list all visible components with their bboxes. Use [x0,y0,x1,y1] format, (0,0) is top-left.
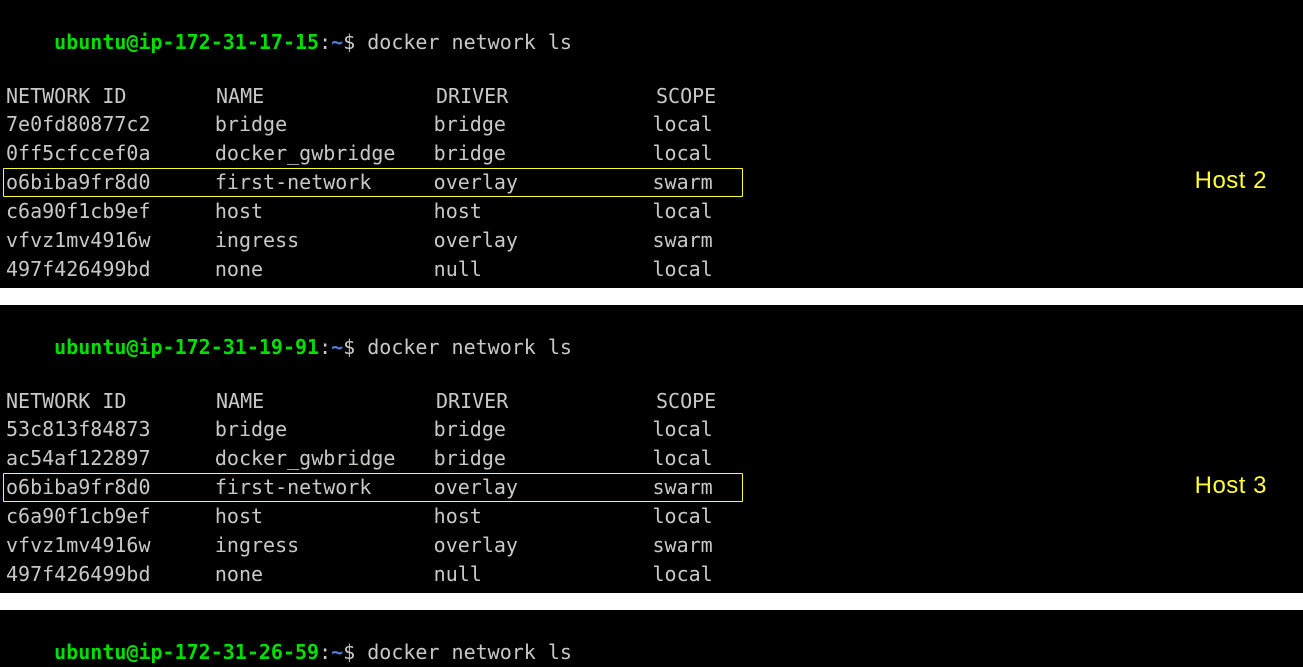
host-label: Host 3 [1195,472,1267,499]
prompt-dollar: $ [343,30,355,54]
cell-id: 7e0fd80877c2 [6,111,215,138]
cell-id: 497f426499bd [6,561,215,588]
cell-scope: local [652,445,742,472]
prompt-command: docker network ls [367,640,572,664]
table-row: 497f426499bdnonenulllocal [3,560,743,589]
table-row: vfvz1mv4916wingressoverlayswarm [3,226,743,255]
prompt-colon: : [319,640,331,664]
prompt-dollar: $ [343,640,355,664]
cell-name: host [215,198,434,225]
separator [0,593,1303,610]
cell-scope: swarm [652,532,742,559]
prompt-command: docker network ls [367,30,572,54]
table-row: 7e0fd80877c2bridgebridgelocal [3,110,743,139]
prompt-path: ~ [331,335,343,359]
cell-driver: overlay [434,532,653,559]
prompt-colon: : [319,30,331,54]
cell-driver: host [434,198,653,225]
col-header-driver: DRIVER [436,388,656,415]
table-header: NETWORK ID NAME DRIVER SCOPE [6,83,1297,110]
col-header-scope: SCOPE [656,83,746,110]
cell-driver: overlay [434,227,653,254]
cell-id: 53c813f84873 [6,416,215,443]
table-row: 497f426499bdnonenulllocal [3,255,743,284]
prompt-colon: : [319,335,331,359]
cell-name: none [215,256,434,283]
cell-name: ingress [215,227,434,254]
cell-scope: local [652,503,742,530]
cell-name: docker_gwbridge [215,140,434,167]
separator [0,288,1303,305]
cell-scope: local [652,140,742,167]
table-header: NETWORK ID NAME DRIVER SCOPE [6,388,1297,415]
col-header-name: NAME [216,83,436,110]
cell-scope: local [652,416,742,443]
cell-name: none [215,561,434,588]
cell-scope: local [652,111,742,138]
col-header-id: NETWORK ID [6,388,216,415]
table-row-highlighted: o6biba9fr8d0first-networkoverlayswarm [3,473,743,502]
cell-name: docker_gwbridge [215,445,434,472]
cell-driver: null [434,256,653,283]
terminal-host-4: ubuntu@ip-172-31-26-59:~$ docker network… [0,610,1303,667]
cell-name: bridge [215,416,434,443]
cell-driver: bridge [434,111,653,138]
cell-name: bridge [215,111,434,138]
table-row-highlighted: o6biba9fr8d0first-networkoverlayswarm [3,168,743,197]
cell-driver: bridge [434,416,653,443]
cell-id: 0ff5cfccef0a [6,140,215,167]
table-row: ac54af122897docker_gwbridgebridgelocal [3,444,743,473]
cell-id: vfvz1mv4916w [6,532,215,559]
cell-scope: swarm [652,169,742,196]
cell-driver: overlay [434,474,653,501]
cell-id: c6a90f1cb9ef [6,503,215,530]
prompt-dollar: $ [343,335,355,359]
col-header-id: NETWORK ID [6,83,216,110]
cell-id: o6biba9fr8d0 [6,169,215,196]
cell-scope: local [652,256,742,283]
cell-driver: bridge [434,445,653,472]
prompt-line: ubuntu@ip-172-31-17-15:~$ docker network… [6,2,1297,83]
cell-scope: local [652,561,742,588]
cell-id: vfvz1mv4916w [6,227,215,254]
cell-id: c6a90f1cb9ef [6,198,215,225]
table-row: 53c813f84873bridgebridgelocal [3,415,743,444]
cell-id: ac54af122897 [6,445,215,472]
prompt-line: ubuntu@ip-172-31-19-91:~$ docker network… [6,307,1297,388]
col-header-scope: SCOPE [656,388,746,415]
cell-scope: swarm [652,227,742,254]
cell-name: first-network [215,474,434,501]
prompt-user: ubuntu@ip-172-31-26-59 [54,640,319,664]
cell-name: ingress [215,532,434,559]
table-row: vfvz1mv4916wingressoverlayswarm [3,531,743,560]
prompt-path: ~ [331,640,343,664]
cell-id: o6biba9fr8d0 [6,474,215,501]
cell-id: 497f426499bd [6,256,215,283]
table-row: c6a90f1cb9efhosthostlocal [3,197,743,226]
terminal-host-3: ubuntu@ip-172-31-19-91:~$ docker network… [0,305,1303,593]
host-label: Host 2 [1195,167,1267,194]
table-row: 0ff5cfccef0adocker_gwbridgebridgelocal [3,139,743,168]
cell-driver: host [434,503,653,530]
cell-scope: swarm [652,474,742,501]
cell-driver: null [434,561,653,588]
terminal-host-2: ubuntu@ip-172-31-17-15:~$ docker network… [0,0,1303,288]
prompt-user: ubuntu@ip-172-31-17-15 [54,30,319,54]
prompt-line: ubuntu@ip-172-31-26-59:~$ docker network… [6,612,1297,667]
cell-name: host [215,503,434,530]
cell-driver: bridge [434,140,653,167]
col-header-driver: DRIVER [436,83,656,110]
prompt-path: ~ [331,30,343,54]
col-header-name: NAME [216,388,436,415]
cell-scope: local [652,198,742,225]
prompt-user: ubuntu@ip-172-31-19-91 [54,335,319,359]
prompt-command: docker network ls [367,335,572,359]
cell-name: first-network [215,169,434,196]
cell-driver: overlay [434,169,653,196]
table-row: c6a90f1cb9efhosthostlocal [3,502,743,531]
